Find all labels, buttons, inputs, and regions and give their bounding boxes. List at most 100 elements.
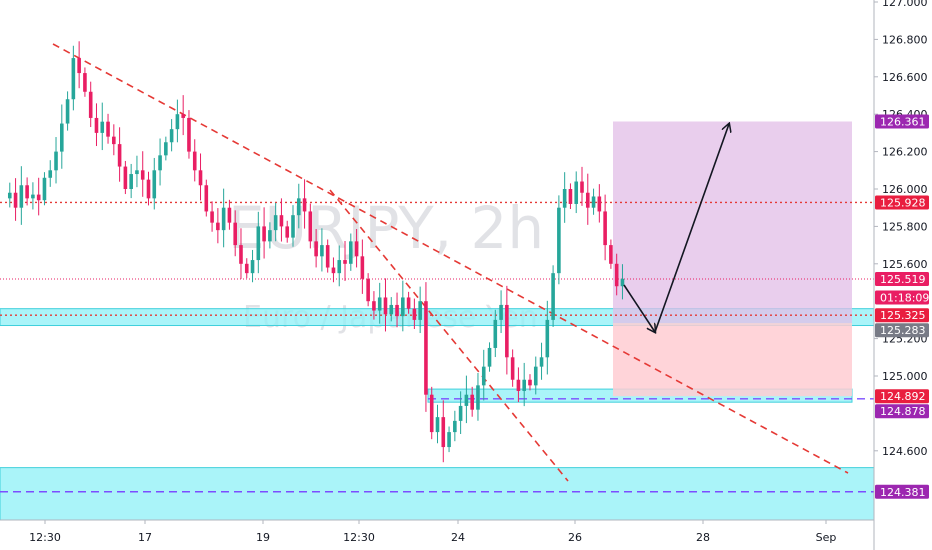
price-tag: 125.325 <box>875 308 929 323</box>
price-tag-label: 126.361 <box>880 115 926 128</box>
time-tick-label: 19 <box>256 531 270 544</box>
candle <box>441 400 446 463</box>
candle <box>83 67 87 97</box>
candle <box>262 207 266 259</box>
candle <box>239 228 243 279</box>
candlestick-series <box>7 41 625 463</box>
candle <box>597 184 602 223</box>
candle <box>54 137 58 184</box>
candle <box>279 198 284 242</box>
price-tick-label: 126.000 <box>882 183 928 196</box>
candle <box>545 300 550 375</box>
candle <box>609 239 613 269</box>
candle <box>291 205 295 247</box>
candle <box>77 41 81 89</box>
candle <box>19 166 24 225</box>
candle <box>331 257 336 283</box>
candle <box>192 139 197 182</box>
candle <box>233 210 237 257</box>
candle <box>533 356 538 395</box>
price-tick-label: 127.000 <box>882 0 928 9</box>
price-tag: 01:18:09 <box>875 290 929 305</box>
candle <box>360 239 365 294</box>
candle <box>580 166 584 206</box>
candle <box>522 362 526 407</box>
candle <box>60 104 64 169</box>
candle <box>476 373 480 421</box>
time-tick-label: 24 <box>451 531 465 544</box>
candle <box>48 160 53 187</box>
candle <box>13 178 18 221</box>
candle <box>210 201 214 232</box>
candle <box>302 179 307 229</box>
long-position-tool[interactable] <box>613 121 852 397</box>
candle <box>620 264 625 300</box>
price-tick-label: 126.600 <box>882 71 928 84</box>
time-tick-label: 17 <box>138 531 152 544</box>
candle <box>377 282 382 324</box>
candle <box>227 199 232 230</box>
candle <box>273 202 278 242</box>
candle <box>152 157 157 210</box>
candle <box>464 375 469 424</box>
price-tag-label: 124.878 <box>880 405 926 418</box>
candle <box>181 95 185 136</box>
stop-zone <box>613 323 852 397</box>
trendline-steep <box>329 189 569 482</box>
candle <box>372 291 376 320</box>
price-tick-label: 125.000 <box>882 370 928 383</box>
price-tags: 126.361 125.928 125.519 01:18:09 125.325 125.… <box>875 114 929 499</box>
candle <box>129 163 133 199</box>
price-tag-label: 125.283 <box>880 324 926 337</box>
candle <box>551 265 555 327</box>
projection-path <box>623 124 729 333</box>
candle <box>487 342 492 372</box>
time-tick-label: 12:30 <box>343 531 375 544</box>
candle <box>557 195 561 285</box>
candle <box>481 349 486 401</box>
candle <box>447 426 451 453</box>
candle <box>198 153 203 201</box>
candle <box>585 173 590 225</box>
projection-arrow-up <box>654 124 729 333</box>
candle <box>36 177 41 216</box>
candle <box>568 183 573 210</box>
candle <box>187 110 191 159</box>
candle <box>88 81 93 128</box>
candle <box>603 194 607 261</box>
price-tag-label: 124.892 <box>880 390 926 403</box>
price-tick-label: 125.800 <box>882 220 928 233</box>
candle <box>175 99 180 143</box>
candle <box>591 188 596 215</box>
candle <box>169 119 174 152</box>
price-tag-label: 125.325 <box>880 309 926 322</box>
candle <box>250 249 255 283</box>
trendlines <box>52 43 849 482</box>
candle <box>164 136 168 161</box>
time-tick-label: 26 <box>568 531 582 544</box>
candle <box>314 229 318 268</box>
candle <box>574 171 579 214</box>
candle <box>94 103 99 147</box>
candle <box>244 258 249 279</box>
time-axis[interactable]: 12:30 17 19 12:30 24 26 28 Sep <box>29 520 836 544</box>
target-zone <box>613 121 852 324</box>
price-axis[interactable]: 127.000126.800126.600126.400126.200126.0… <box>874 0 928 458</box>
candle <box>325 239 330 273</box>
candle <box>71 45 76 111</box>
candle <box>562 172 567 223</box>
symbol-watermark: EURJPY, 2h <box>228 194 544 262</box>
candle <box>429 386 434 440</box>
candle <box>256 211 261 274</box>
candle <box>65 91 70 131</box>
candle <box>123 160 128 195</box>
candle <box>453 410 457 442</box>
candle <box>510 349 515 387</box>
candle <box>539 342 544 380</box>
candle <box>354 229 359 268</box>
time-tick-label: 12:30 <box>29 531 61 544</box>
candle <box>366 273 370 307</box>
candle <box>117 127 122 182</box>
candle <box>25 177 29 206</box>
